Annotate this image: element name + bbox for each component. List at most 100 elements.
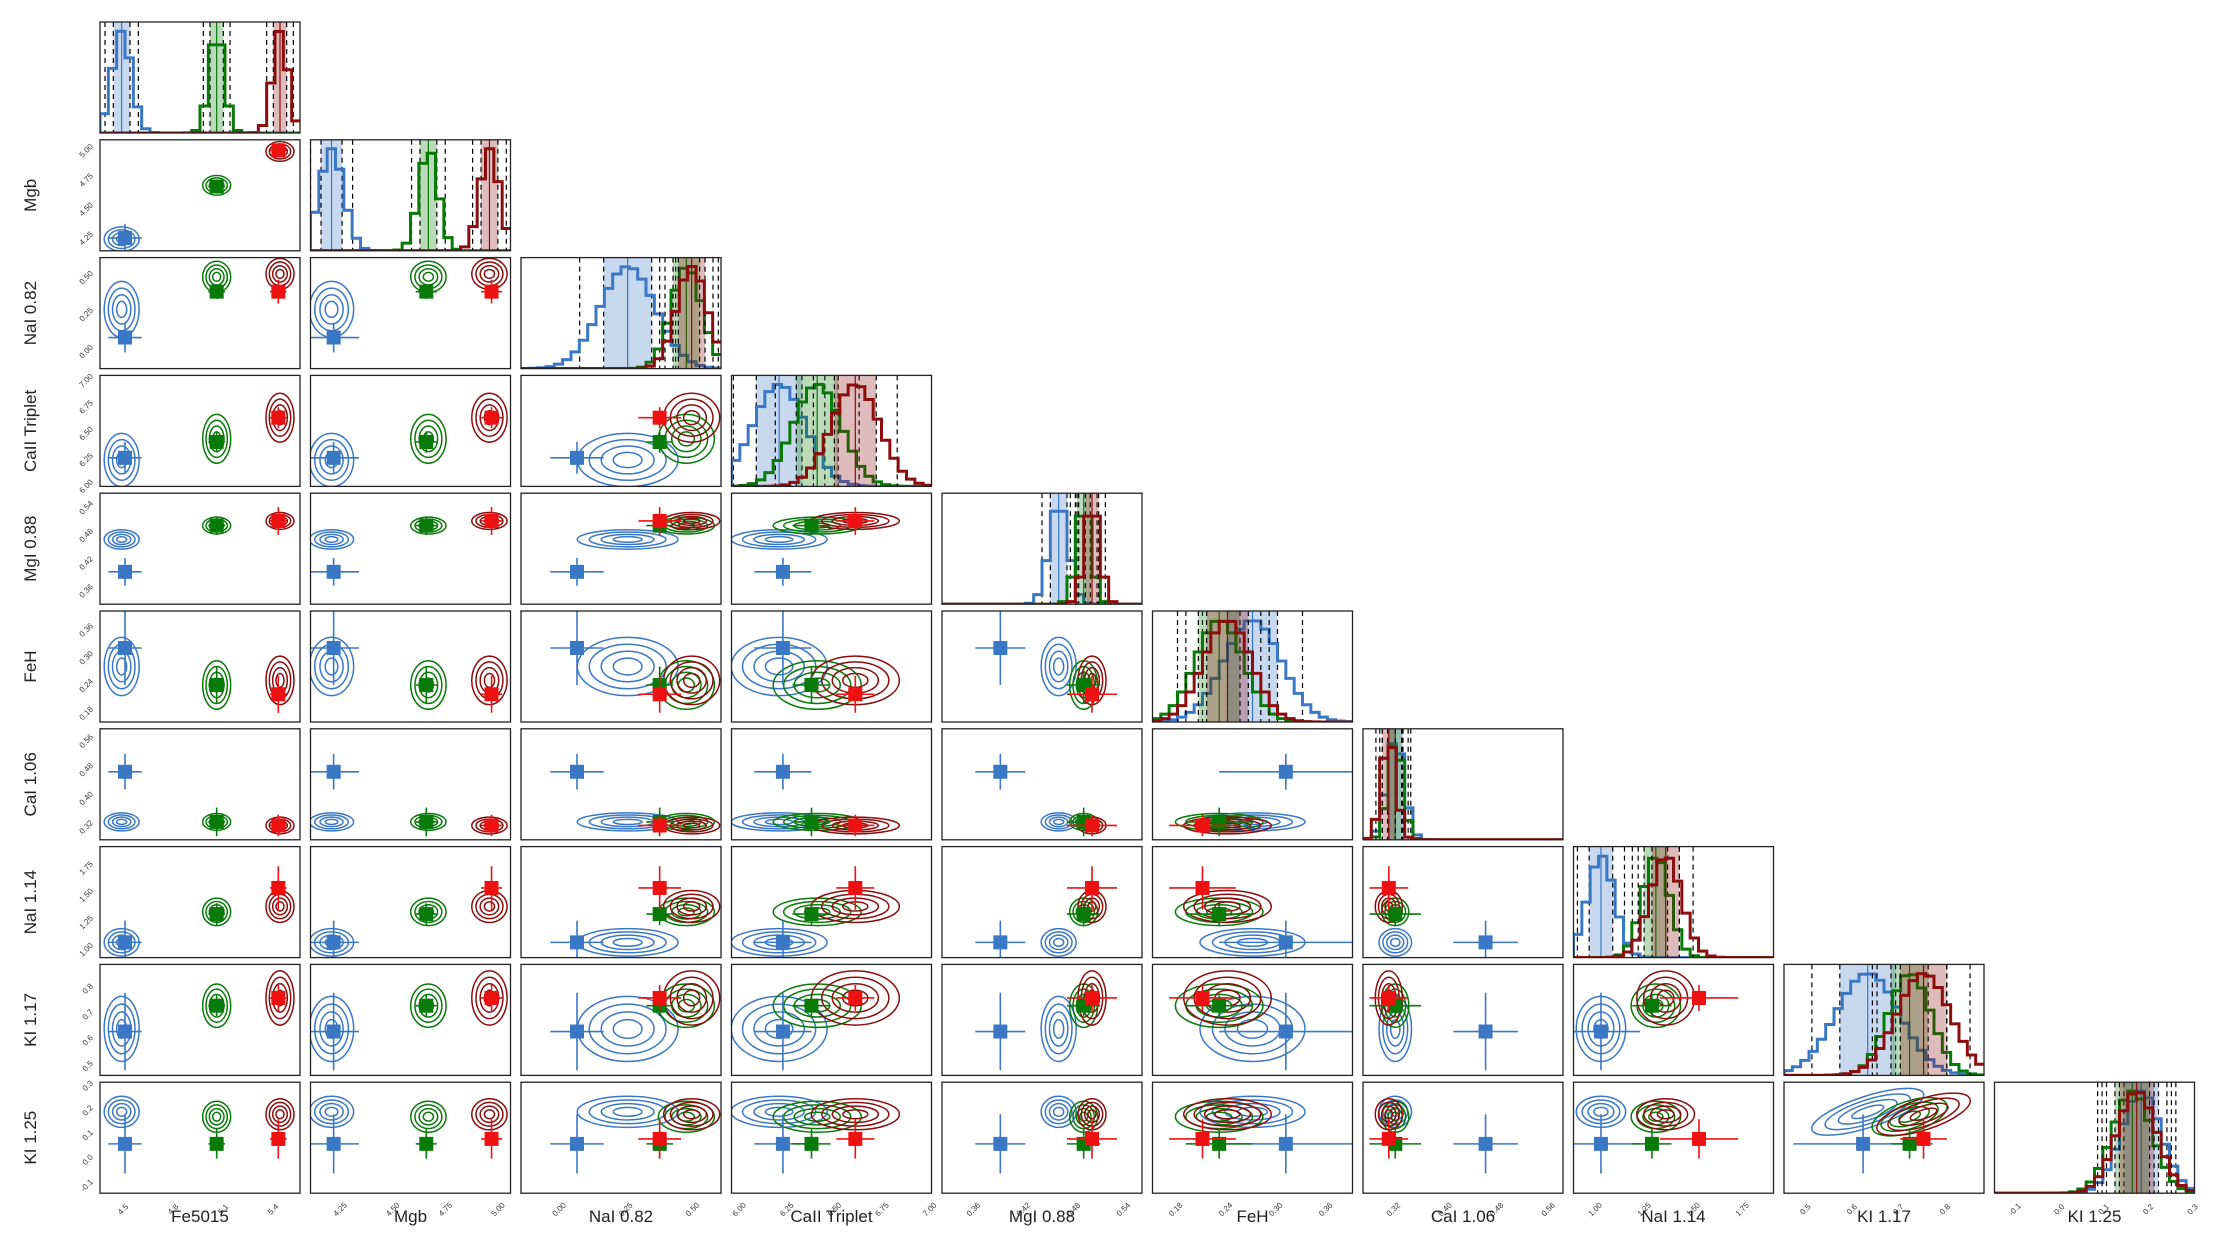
- contour-blue-3: [103, 226, 140, 251]
- measure-point-green: [1644, 998, 1659, 1013]
- contour-blue-0: [764, 1106, 794, 1117]
- contour-blue-2: [741, 931, 817, 954]
- contour-blue-0: [115, 818, 128, 826]
- contour-green-3: [772, 1100, 862, 1134]
- xaxis-label-2: NaI 0.82: [589, 1207, 653, 1226]
- contour-blue-1: [753, 533, 806, 546]
- contour-red-2: [268, 398, 292, 438]
- measure-point-green: [209, 678, 224, 692]
- contour-red-0: [483, 672, 496, 689]
- panel-frame-9-2: [520, 1081, 722, 1194]
- panel-4-1: [310, 507, 508, 586]
- contour-green-0: [803, 1111, 831, 1122]
- contour-green-1: [1075, 1107, 1092, 1126]
- measure-point-red: [1195, 818, 1210, 833]
- xaxis-label-8: KI 1.17: [1857, 1207, 1911, 1226]
- measure-point-blue: [326, 764, 341, 779]
- contour-red-0: [275, 901, 285, 912]
- panel-9-4: [975, 1095, 1117, 1174]
- measure-point-blue: [118, 1136, 132, 1151]
- xtick-label-9-0: -0.1: [2007, 1201, 2024, 1218]
- measure-point-green: [419, 998, 434, 1013]
- measure-point-blue: [993, 1024, 1008, 1039]
- panel-frame-2-0: [99, 256, 301, 370]
- contour-red-3: [471, 392, 508, 443]
- measure-point-red: [1691, 1131, 1706, 1146]
- measure-point-green: [209, 814, 224, 829]
- contour-green-2: [205, 988, 229, 1023]
- xtick-label-8-0: 0.5: [1798, 1202, 1813, 1217]
- contour-blue-2: [107, 1099, 136, 1125]
- contour-blue-0: [115, 1106, 128, 1117]
- ytick-label-3-2: 6.50: [78, 424, 96, 442]
- measure-point-blue: [1278, 935, 1293, 950]
- xaxis-label-0: Fe5015: [171, 1207, 229, 1226]
- measure-point-blue: [1478, 1024, 1493, 1039]
- xtick-label-4-3: 0.54: [1115, 1200, 1133, 1218]
- contour-blue-3: [310, 432, 355, 487]
- contour-blue-0: [1052, 657, 1065, 676]
- contour-blue-1: [1224, 1011, 1281, 1047]
- xaxis-label-1: Mgb: [394, 1207, 427, 1226]
- panel-frame-6-3: [730, 728, 933, 841]
- xtick-label-2-0: 0.00: [551, 1200, 569, 1218]
- contour-blue-1: [319, 533, 344, 546]
- contour-green-2: [414, 665, 443, 705]
- measure-point-blue: [993, 641, 1008, 655]
- panel-6-4: [975, 753, 1117, 837]
- contour-blue-0: [1850, 1104, 1885, 1120]
- contour-blue-1: [1048, 1011, 1069, 1047]
- measure-point-green: [419, 518, 434, 533]
- contour-green-3: [201, 897, 232, 927]
- measure-point-blue: [570, 1024, 584, 1039]
- panel-1-0: [103, 140, 295, 251]
- contour-blue-3: [310, 995, 355, 1063]
- panel-5-4: [975, 611, 1117, 713]
- panel-frame-1-0: [99, 139, 301, 252]
- contour-red-0: [841, 1109, 869, 1120]
- panel-frame-8-6: [1362, 963, 1564, 1077]
- measure-point-red: [848, 1131, 863, 1146]
- measure-point-blue: [775, 564, 790, 579]
- measure-point-green: [209, 435, 224, 449]
- contour-blue-1: [1048, 650, 1069, 683]
- contour-red-3: [471, 889, 508, 924]
- panel-9-3: [731, 1095, 901, 1174]
- panel-frame-0-0: [99, 21, 301, 134]
- measure-point-green: [209, 998, 224, 1013]
- measure-point-red: [484, 687, 499, 702]
- contour-blue-1: [319, 1011, 344, 1047]
- measure-point-blue: [326, 1136, 341, 1151]
- panel-4-4: [942, 493, 1142, 605]
- ytick-label-5-2: 0.30: [78, 649, 96, 667]
- contour-green-1: [418, 267, 439, 286]
- panel-9-6: [1369, 1095, 1518, 1174]
- ytick-label-5-3: 0.36: [78, 621, 96, 639]
- xtick-label-0-0: 4.5: [116, 1202, 131, 1217]
- ytick-label-3-4: 7.00: [78, 372, 96, 390]
- panel-frame-9-1: [309, 1081, 512, 1194]
- yaxis-label-4: MgI 0.88: [21, 516, 40, 582]
- contour-blue-1: [319, 1102, 344, 1121]
- contour-blue-0: [1389, 937, 1401, 948]
- contour-green-3: [409, 1100, 447, 1134]
- measure-point-red: [848, 513, 863, 528]
- contour-green-1: [1195, 1107, 1243, 1126]
- measure-point-green: [419, 814, 434, 829]
- panel-frame-7-0: [99, 845, 301, 959]
- contour-blue-1: [600, 1011, 655, 1047]
- contour-green-3: [409, 659, 447, 711]
- contour-blue-0: [324, 657, 339, 676]
- panel-frame-6-0: [99, 728, 301, 841]
- measure-point-red: [652, 1131, 667, 1146]
- contour-blue-2: [588, 531, 667, 548]
- measure-point-blue: [570, 1136, 584, 1151]
- contour-blue-2: [313, 1099, 350, 1125]
- measure-point-red: [484, 818, 499, 833]
- measure-point-green: [804, 907, 819, 922]
- contour-red-1: [1649, 1105, 1682, 1124]
- measure-point-blue: [775, 764, 790, 779]
- xaxis-label-6: CaI 1.06: [1431, 1207, 1495, 1226]
- ytick-label-4-1: 0.42: [78, 554, 96, 572]
